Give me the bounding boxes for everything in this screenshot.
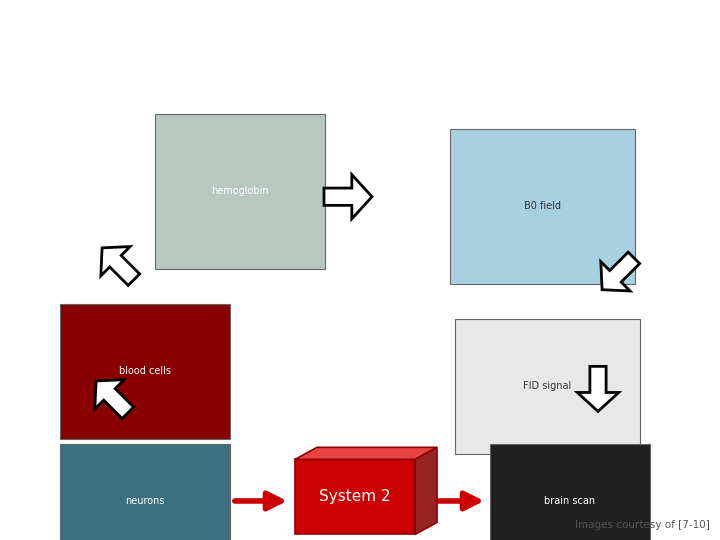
Polygon shape — [324, 174, 372, 219]
Text: System 2 –: System 2 – — [11, 10, 179, 38]
Text: Images courtesy of [7-10]: Images courtesy of [7-10] — [575, 520, 710, 530]
Text: B0 field: B0 field — [524, 201, 561, 211]
Polygon shape — [577, 366, 618, 411]
Text: FID signal: FID signal — [523, 381, 572, 391]
Text: Physics / Physiology: Physics / Physiology — [140, 10, 436, 38]
Polygon shape — [415, 447, 437, 535]
Polygon shape — [95, 380, 134, 419]
Polygon shape — [101, 247, 140, 286]
Bar — [490, 444, 650, 540]
Bar — [295, 460, 415, 535]
Bar — [60, 304, 230, 439]
Text: blood cells: blood cells — [119, 366, 171, 376]
Text: System 2: System 2 — [319, 489, 391, 504]
Text: hemoglobin: hemoglobin — [211, 186, 269, 196]
Text: neurons: neurons — [125, 496, 165, 507]
Bar — [155, 113, 325, 269]
Polygon shape — [600, 252, 639, 291]
Bar — [455, 319, 640, 454]
Bar — [60, 444, 230, 540]
Text: ♖UCL: ♖UCL — [608, 10, 702, 39]
Polygon shape — [295, 447, 437, 460]
Text: brain scan: brain scan — [544, 496, 595, 507]
Bar — [450, 129, 635, 284]
